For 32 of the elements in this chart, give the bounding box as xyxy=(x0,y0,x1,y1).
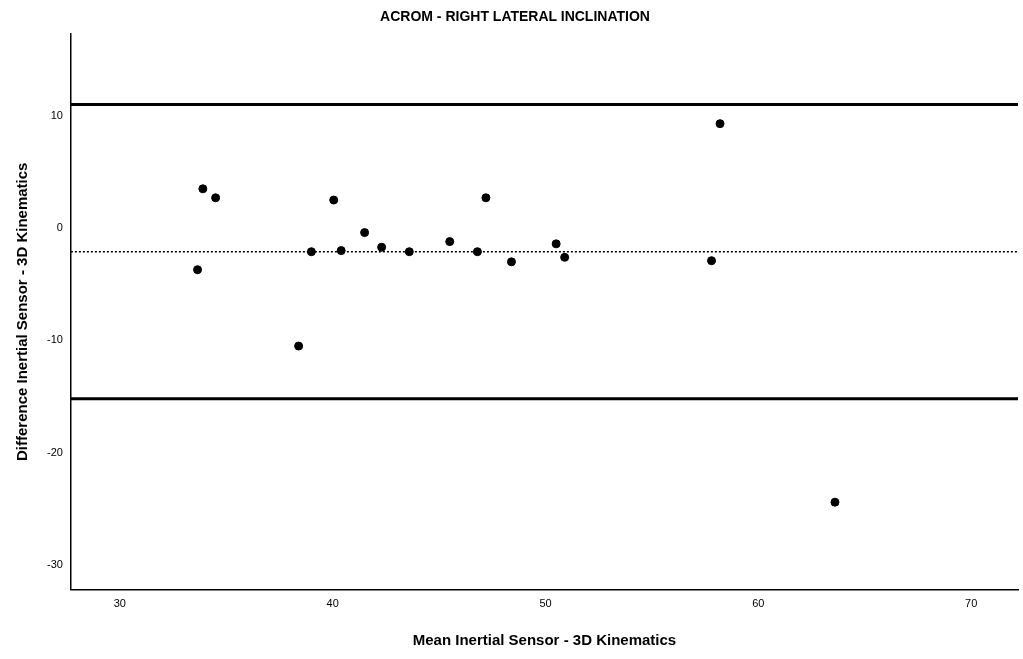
x-tick-label: 40 xyxy=(326,597,339,610)
y-tick-label: -20 xyxy=(46,445,63,458)
point xyxy=(360,228,370,238)
point xyxy=(294,341,304,351)
x-axis-title: Mean Inertial Sensor - 3D Kinematics xyxy=(412,631,677,649)
point xyxy=(306,247,316,257)
point xyxy=(481,193,491,203)
y-tick-label: -10 xyxy=(46,333,63,346)
y-tick-label: 10 xyxy=(50,108,63,121)
point xyxy=(211,193,221,203)
point xyxy=(336,246,346,256)
chart-title: ACROM - RIGHT LATERAL INCLINATION xyxy=(380,8,650,25)
point xyxy=(472,247,482,257)
point xyxy=(329,195,339,205)
point xyxy=(198,184,208,194)
point xyxy=(551,239,561,249)
point xyxy=(193,265,203,275)
y-tick-label: -30 xyxy=(46,558,63,571)
x-tick-label: 70 xyxy=(965,597,978,610)
y-tick-label: 0 xyxy=(56,221,63,234)
point xyxy=(830,497,840,507)
x-tick-label: 30 xyxy=(113,597,126,610)
y-axis-title: Difference Inertial Sensor - 3D Kinematics xyxy=(13,162,31,462)
point xyxy=(560,252,570,262)
point xyxy=(715,119,725,129)
point xyxy=(377,242,387,252)
x-tick-label: 60 xyxy=(752,597,765,610)
point xyxy=(707,256,717,266)
point xyxy=(506,257,516,267)
point xyxy=(445,237,455,247)
x-tick-label: 50 xyxy=(539,597,552,610)
point xyxy=(404,247,414,257)
